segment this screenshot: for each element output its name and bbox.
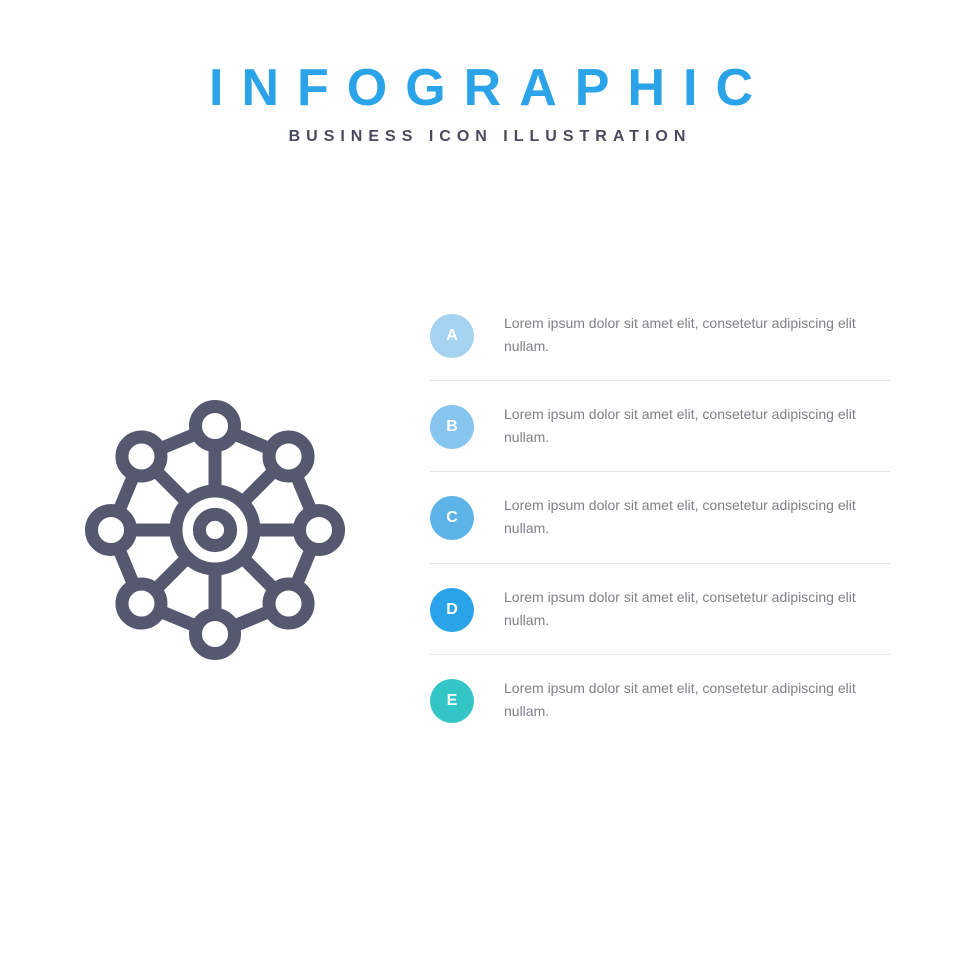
step-text: Lorem ipsum dolor sit amet elit, consete… bbox=[504, 586, 890, 632]
page-title: INFOGRAPHIC bbox=[0, 62, 980, 114]
step-text: Lorem ipsum dolor sit amet elit, consete… bbox=[504, 403, 890, 449]
step-badge-e: E bbox=[430, 679, 474, 723]
icon-container bbox=[0, 290, 430, 660]
steps-list: A Lorem ipsum dolor sit amet elit, conse… bbox=[430, 290, 980, 745]
page-subtitle: BUSINESS ICON ILLUSTRATION bbox=[0, 128, 980, 146]
step-item: C Lorem ipsum dolor sit amet elit, conse… bbox=[430, 472, 890, 563]
step-badge-c: C bbox=[430, 496, 474, 540]
step-item: E Lorem ipsum dolor sit amet elit, conse… bbox=[430, 655, 890, 745]
step-item: A Lorem ipsum dolor sit amet elit, conse… bbox=[430, 290, 890, 381]
step-text: Lorem ipsum dolor sit amet elit, consete… bbox=[504, 494, 890, 540]
step-badge-d: D bbox=[430, 588, 474, 632]
step-item: D Lorem ipsum dolor sit amet elit, conse… bbox=[430, 564, 890, 655]
step-text: Lorem ipsum dolor sit amet elit, consete… bbox=[504, 312, 890, 358]
step-text: Lorem ipsum dolor sit amet elit, consete… bbox=[504, 677, 890, 723]
step-badge-b: B bbox=[430, 405, 474, 449]
network-node-icon bbox=[85, 400, 345, 660]
content: A Lorem ipsum dolor sit amet elit, conse… bbox=[0, 290, 980, 745]
step-item: B Lorem ipsum dolor sit amet elit, conse… bbox=[430, 381, 890, 472]
step-badge-a: A bbox=[430, 314, 474, 358]
header: INFOGRAPHIC BUSINESS ICON ILLUSTRATION bbox=[0, 0, 980, 146]
